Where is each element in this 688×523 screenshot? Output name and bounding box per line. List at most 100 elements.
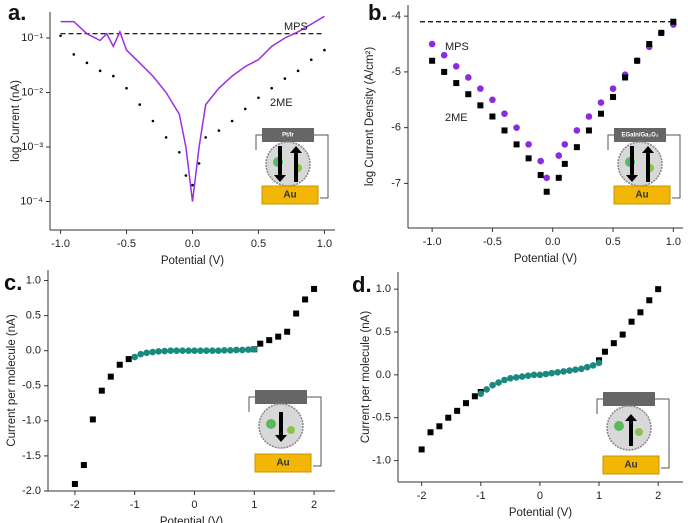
data-point (243, 107, 247, 111)
data-point (309, 58, 313, 61)
data-point (585, 113, 593, 120)
bottom-electrode (254, 453, 312, 473)
data-point (89, 416, 96, 423)
arrow-head (274, 175, 286, 182)
x-tick-label: -2 (417, 490, 427, 502)
data-point (589, 362, 597, 369)
bottom-electrode (261, 185, 319, 205)
data-point (622, 74, 629, 81)
panel: -2 -1 0 1 2 -2.0 -1.5 -1.0 -0.5 0.0 0.5 1.0 Potentia… (4, 270, 335, 523)
data-point (197, 347, 204, 354)
series-label: 2ME (445, 112, 468, 124)
data-point (270, 86, 273, 90)
data-point (440, 51, 448, 59)
series-label: MPS (284, 21, 308, 33)
data-point (543, 188, 550, 195)
y-tick-label: 0.5 (26, 310, 41, 322)
panel-label: c. (4, 270, 22, 295)
data-point (637, 309, 644, 316)
data-point (197, 162, 201, 165)
data-point (167, 347, 174, 354)
arrow-head (290, 146, 302, 153)
data-point (283, 77, 287, 80)
data-point (597, 99, 605, 106)
data-point (585, 127, 592, 134)
data-point (489, 381, 496, 389)
data-point (85, 61, 89, 65)
bottom-electrode (602, 455, 660, 475)
data-point (646, 297, 653, 304)
y-tick-label: 10⁻³ (21, 141, 43, 153)
data-point (465, 74, 472, 81)
data-point (512, 374, 520, 381)
data-point (483, 386, 490, 393)
x-axis-title: Potential (V) (509, 507, 572, 519)
data-point (454, 407, 461, 414)
data-point (245, 346, 252, 353)
inset: Au (248, 390, 322, 473)
data-point (595, 359, 603, 367)
y-axis-title: Current per molecule (nA) (6, 314, 18, 446)
data-point (98, 69, 102, 73)
data-point (489, 113, 496, 120)
x-tick-label: 0 (191, 499, 197, 511)
data-point (601, 348, 608, 355)
data-point (561, 160, 568, 167)
x-tick-label: 0.5 (605, 236, 620, 248)
data-point (453, 80, 460, 87)
data-point (560, 368, 567, 375)
cofactor (287, 426, 295, 434)
x-tick-label: 0.5 (251, 238, 266, 250)
panel-label: d. (352, 272, 372, 297)
y-tick-label: 0.5 (376, 326, 391, 338)
data-point (555, 152, 563, 159)
data-point (217, 129, 221, 132)
x-axis-title: Potential (V) (514, 253, 577, 265)
data-point (566, 367, 573, 374)
data-point (513, 141, 520, 148)
data-point (164, 136, 168, 139)
electrode-label: Au (635, 190, 648, 201)
data-point (116, 361, 123, 368)
data-point (513, 124, 520, 131)
data-point (239, 346, 246, 354)
y-tick-label: 10⁻¹ (21, 32, 43, 44)
data-point (71, 480, 78, 487)
x-tick-label: -1 (130, 499, 140, 511)
wire (607, 134, 614, 150)
data-point (80, 462, 87, 469)
data-point (221, 347, 228, 354)
x-tick-label: -0.5 (483, 236, 502, 248)
data-point (655, 286, 662, 293)
data-point (573, 144, 580, 151)
data-point (525, 155, 532, 162)
data-point (536, 371, 544, 379)
data-point (275, 333, 282, 340)
data-point (59, 34, 62, 38)
panel: -2 -1 0 1 2 -1.0 -0.5 0.0 0.5 1.0 Potential (V) Cur… (352, 272, 683, 519)
data-point (191, 183, 194, 187)
data-point (628, 318, 635, 325)
x-tick-label: 2 (311, 499, 317, 511)
y-tick-label: 1.0 (26, 274, 41, 286)
y-tick-label: 0.0 (26, 345, 41, 357)
y-tick-label: -1.5 (22, 450, 41, 462)
data-point (441, 68, 448, 75)
data-point (610, 340, 617, 347)
data-point (112, 74, 115, 78)
y-tick-label: -0.5 (22, 380, 41, 392)
data-point (542, 370, 550, 378)
y-axis-title: log Current (nA) (10, 80, 22, 162)
data-point (471, 393, 478, 400)
top-electrode (603, 392, 655, 406)
data-point (149, 348, 156, 356)
x-tick-label: 0.0 (545, 236, 560, 248)
data-point (131, 353, 138, 361)
data-point (302, 296, 309, 303)
data-point (634, 57, 641, 64)
x-tick-label: -1 (476, 490, 486, 502)
data-point (537, 172, 544, 179)
series-label: MPS (445, 41, 469, 53)
data-point (452, 63, 460, 70)
